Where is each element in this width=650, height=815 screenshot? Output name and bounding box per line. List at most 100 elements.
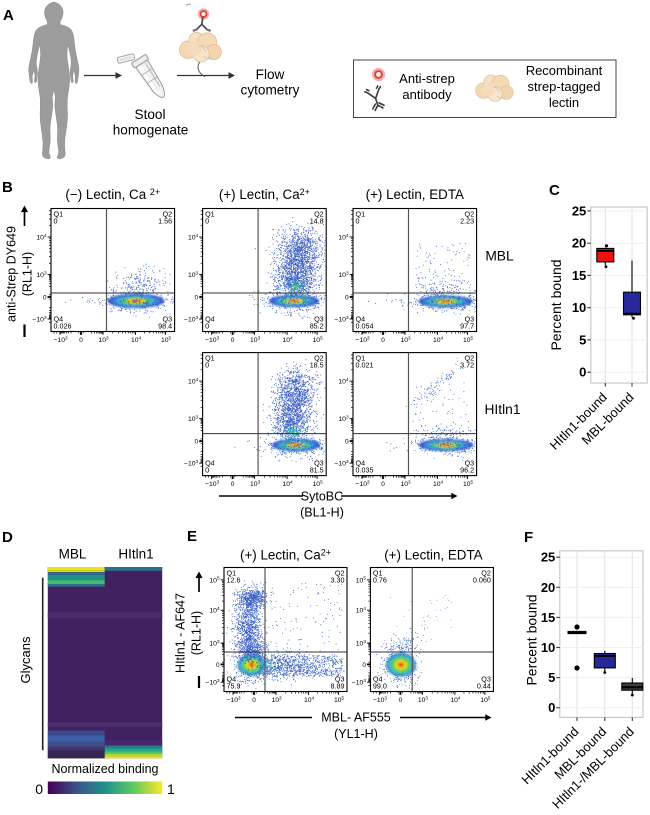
svg-text:20: 20	[541, 580, 555, 595]
svg-text:Q4: Q4	[373, 675, 383, 684]
svg-text:0: 0	[205, 466, 209, 475]
svg-text:−103: −103	[205, 335, 220, 344]
svg-text:103: 103	[250, 480, 261, 489]
svg-text:1.56: 1.56	[158, 217, 172, 226]
svg-text:Q1: Q1	[54, 210, 64, 219]
svg-text:0: 0	[231, 337, 235, 344]
svg-text:MBL- AF555: MBL- AF555	[321, 711, 391, 725]
svg-text:−103: −103	[184, 315, 199, 324]
svg-text:Q4: Q4	[205, 315, 215, 324]
svg-text:2.23: 2.23	[460, 217, 474, 226]
svg-text:0: 0	[356, 217, 360, 226]
svg-text:0: 0	[195, 439, 199, 446]
svg-text:25: 25	[572, 203, 586, 218]
svg-text:−103: −103	[355, 480, 370, 489]
svg-text:(+) Lectin, Ca2+: (+) Lectin, Ca2+	[219, 187, 310, 202]
svg-text:12.6: 12.6	[227, 576, 241, 585]
svg-text:A: A	[3, 7, 14, 24]
svg-text:0: 0	[216, 662, 220, 669]
svg-text:Q3: Q3	[465, 315, 475, 324]
svg-text:D: D	[2, 529, 13, 546]
svg-text:−103: −103	[373, 695, 388, 704]
svg-text:HItln1: HItln1	[484, 402, 520, 417]
svg-text:105: 105	[356, 576, 367, 585]
svg-text:105: 105	[463, 335, 474, 344]
svg-text:Q1: Q1	[356, 210, 366, 219]
svg-text:B: B	[2, 179, 13, 196]
svg-text:15: 15	[572, 268, 586, 283]
svg-text:−103: −103	[355, 335, 370, 344]
svg-text:103: 103	[338, 270, 349, 279]
svg-text:Q2: Q2	[163, 210, 173, 219]
svg-text:105: 105	[313, 335, 324, 344]
svg-text:103: 103	[188, 414, 199, 423]
svg-text:81.5: 81.5	[310, 466, 324, 475]
svg-text:−103: −103	[352, 678, 367, 687]
svg-text:105: 105	[334, 695, 345, 704]
svg-text:96.2: 96.2	[460, 466, 474, 475]
svg-text:5: 5	[548, 670, 555, 685]
svg-text:20: 20	[572, 236, 586, 251]
svg-text:Glycans: Glycans	[18, 636, 33, 683]
svg-text:SytoBC: SytoBC	[301, 490, 343, 504]
svg-text:Q2: Q2	[314, 210, 324, 219]
svg-text:104: 104	[338, 377, 349, 386]
svg-text:103: 103	[98, 335, 109, 344]
svg-text:(+) Lectin, EDTA: (+) Lectin, EDTA	[366, 187, 464, 202]
svg-text:105: 105	[313, 480, 324, 489]
svg-text:Q4: Q4	[54, 315, 64, 324]
svg-text:0: 0	[399, 697, 403, 704]
svg-text:104: 104	[283, 335, 294, 344]
svg-text:Q1: Q1	[356, 354, 366, 363]
svg-text:F: F	[524, 529, 533, 546]
svg-text:105: 105	[463, 480, 474, 489]
svg-text:103: 103	[356, 639, 367, 648]
svg-text:18.5: 18.5	[310, 361, 324, 370]
svg-text:0: 0	[205, 322, 209, 331]
svg-text:Q2: Q2	[335, 569, 345, 578]
svg-text:Stool: Stool	[135, 107, 166, 122]
svg-text:cytometry: cytometry	[241, 83, 300, 98]
svg-text:HItln1: HItln1	[118, 547, 153, 562]
svg-text:0: 0	[79, 337, 83, 344]
svg-text:14.8: 14.8	[310, 217, 324, 226]
svg-text:Q1: Q1	[373, 569, 383, 578]
svg-text:Anti-strep: Anti-strep	[399, 71, 455, 86]
svg-text:0.76: 0.76	[373, 576, 387, 585]
svg-text:Flow: Flow	[256, 67, 285, 82]
svg-text:104: 104	[304, 695, 315, 704]
svg-text:104: 104	[131, 335, 142, 344]
svg-text:lectin: lectin	[549, 95, 579, 110]
svg-text:Q3: Q3	[314, 315, 324, 324]
svg-text:10: 10	[541, 640, 555, 655]
svg-text:anti-Strep DY649: anti-Strep DY649	[5, 226, 19, 322]
svg-text:103: 103	[209, 639, 220, 648]
svg-text:10: 10	[572, 300, 586, 315]
svg-text:103: 103	[188, 270, 199, 279]
svg-text:−103: −103	[334, 459, 349, 468]
svg-text:Q2: Q2	[481, 569, 491, 578]
svg-text:(RL1-H): (RL1-H)	[21, 252, 35, 296]
svg-text:3.72: 3.72	[460, 361, 474, 370]
svg-text:Percent bound: Percent bound	[524, 594, 540, 685]
svg-text:Percent bound: Percent bound	[548, 259, 564, 350]
svg-text:Q4: Q4	[205, 459, 215, 468]
svg-text:0.021: 0.021	[356, 361, 374, 370]
svg-text:Q3: Q3	[481, 675, 491, 684]
svg-text:0: 0	[579, 365, 586, 380]
svg-text:(−) Lectin, Ca 2+: (−) Lectin, Ca 2+	[65, 187, 160, 202]
svg-text:−103: −103	[226, 695, 241, 704]
svg-text:98.4: 98.4	[158, 322, 172, 331]
svg-text:103: 103	[418, 695, 429, 704]
svg-text:−103: −103	[205, 678, 220, 687]
svg-text:strep-tagged: strep-tagged	[528, 79, 601, 94]
svg-text:0.060: 0.060	[473, 576, 491, 585]
svg-text:1: 1	[167, 781, 175, 797]
svg-text:103: 103	[271, 695, 282, 704]
svg-text:0: 0	[205, 217, 209, 226]
svg-text:HItln1 - AF647: HItln1 - AF647	[174, 593, 188, 673]
svg-text:104: 104	[433, 480, 444, 489]
svg-text:103: 103	[400, 335, 411, 344]
svg-text:105: 105	[209, 576, 220, 585]
svg-text:0: 0	[345, 294, 349, 301]
